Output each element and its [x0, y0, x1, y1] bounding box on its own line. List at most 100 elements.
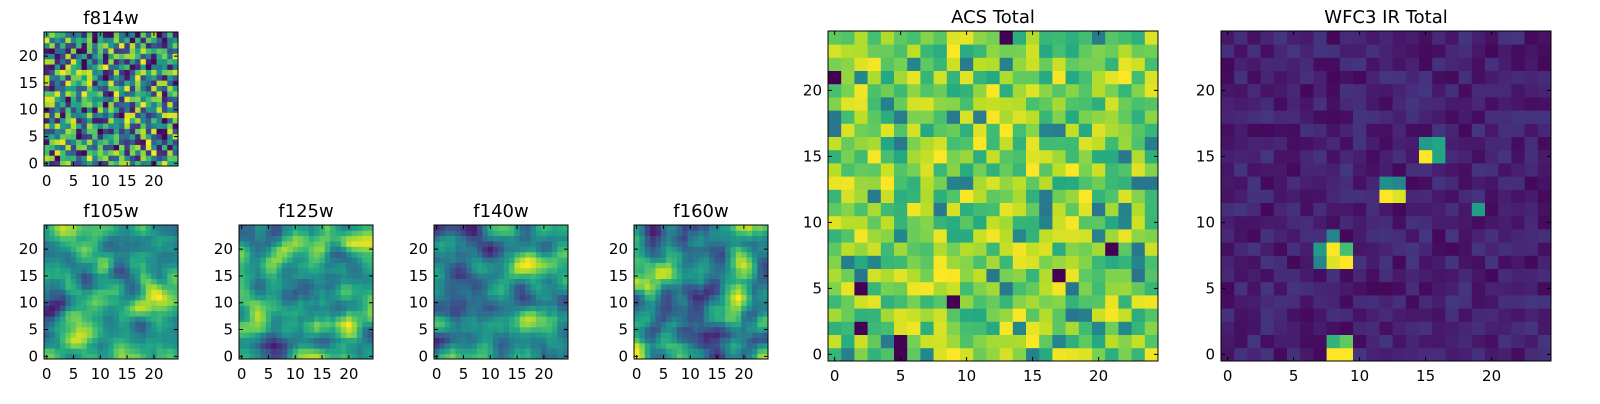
heatmap-cell	[698, 332, 705, 338]
heatmap-cell	[102, 353, 109, 360]
heatmap-cell	[172, 262, 179, 269]
heatmap-cell	[65, 300, 72, 306]
heatmap-cell	[562, 310, 569, 317]
heatmap-cell	[450, 310, 456, 317]
heatmap-cell	[308, 273, 315, 279]
heatmap-cell	[167, 348, 174, 355]
y-tick-label: 15	[19, 74, 38, 92]
heatmap-cell	[1260, 57, 1275, 71]
heatmap-cell	[439, 278, 446, 285]
heatmap-cell	[682, 342, 688, 349]
heatmap-cell	[444, 251, 451, 258]
heatmap-cell	[509, 321, 515, 328]
heatmap-cell	[92, 278, 98, 285]
heatmap-cell	[698, 353, 705, 360]
heatmap-cell	[746, 348, 753, 355]
heatmap-cell	[1498, 321, 1512, 335]
heatmap-cell	[276, 278, 283, 285]
heatmap-cell	[692, 273, 699, 279]
heatmap-cell	[145, 80, 152, 86]
heatmap-cell	[124, 332, 131, 338]
heatmap-cell	[86, 251, 93, 258]
heatmap-cell	[292, 316, 299, 322]
heatmap-cell	[65, 294, 72, 301]
heatmap-cell	[65, 273, 72, 279]
heatmap-cell	[757, 273, 764, 279]
heatmap-cell	[271, 342, 277, 349]
y-tick-label: 10	[803, 213, 822, 231]
heatmap-cell	[362, 294, 369, 301]
heatmap-cell	[244, 283, 251, 290]
heatmap-cell	[1366, 242, 1380, 256]
heatmap-cell	[476, 241, 483, 247]
heatmap-cell	[362, 337, 369, 344]
heatmap-cell	[108, 241, 115, 247]
heatmap-cell	[828, 334, 842, 349]
heatmap-cell	[551, 316, 558, 322]
heatmap-cell	[541, 235, 547, 242]
heatmap-cell	[762, 230, 769, 237]
heatmap-cell	[287, 332, 293, 338]
heatmap-cell	[308, 316, 315, 322]
heatmap-cell	[655, 267, 662, 274]
heatmap-cell	[303, 337, 310, 344]
heatmap-cell	[276, 246, 283, 253]
heatmap-cell	[276, 337, 283, 344]
heatmap-cell	[76, 112, 82, 119]
heatmap-cell	[1405, 242, 1420, 256]
heatmap-cell	[1326, 57, 1341, 71]
heatmap-cell	[692, 353, 699, 360]
heatmap-cell	[1366, 308, 1380, 322]
heatmap-cell	[434, 332, 440, 338]
heatmap-cell	[255, 267, 261, 274]
heatmap-cell	[519, 289, 526, 296]
heatmap-cell	[239, 332, 245, 338]
heatmap-cell	[1366, 110, 1380, 124]
heatmap-cell	[129, 58, 136, 65]
heatmap-cell	[551, 241, 558, 247]
heatmap-cell	[1379, 83, 1393, 98]
heatmap-cell	[276, 310, 283, 317]
heatmap-cell	[156, 225, 163, 231]
heatmap-cell	[265, 283, 272, 290]
heatmap-cell	[97, 117, 104, 124]
heatmap-cell	[86, 133, 93, 140]
heatmap-cell	[1131, 334, 1146, 349]
heatmap-cell	[1273, 123, 1288, 137]
heatmap-cell	[1485, 110, 1499, 124]
heatmap-cell	[735, 326, 742, 333]
x-tick-label: 5	[659, 365, 669, 383]
heatmap-cell	[455, 262, 462, 269]
heatmap-cell	[276, 316, 283, 322]
heatmap-cell	[682, 305, 688, 312]
heatmap-cell	[108, 342, 115, 349]
heatmap-cell	[65, 230, 72, 237]
y-tick-label: 10	[19, 101, 38, 119]
heatmap-cell	[324, 310, 331, 317]
heatmap-cell	[525, 241, 531, 247]
heatmap-cell	[140, 42, 147, 49]
heatmap-cell	[476, 246, 483, 253]
heatmap-cell	[314, 262, 320, 269]
heatmap-cell	[70, 85, 77, 92]
heatmap-cell	[1524, 268, 1539, 283]
heatmap-cell	[735, 342, 742, 349]
heatmap-cell	[709, 267, 715, 274]
heatmap-cell	[119, 37, 125, 44]
heatmap-cell	[156, 332, 163, 338]
heatmap-cell	[1313, 163, 1327, 177]
heatmap-cell	[92, 283, 98, 290]
heatmap-cell	[455, 225, 462, 231]
heatmap-cell	[86, 241, 93, 247]
heatmap-cell	[1105, 70, 1119, 85]
heatmap-cell	[161, 144, 168, 151]
heatmap-cell	[44, 267, 50, 274]
heatmap-cell	[92, 96, 98, 103]
heatmap-cell	[1445, 70, 1459, 85]
heatmap-cell	[644, 294, 651, 301]
heatmap-cell	[271, 337, 277, 344]
heatmap-cell	[1144, 176, 1159, 190]
heatmap-cell	[920, 31, 934, 45]
heatmap-cell	[698, 235, 705, 242]
heatmap-cell	[444, 283, 451, 290]
